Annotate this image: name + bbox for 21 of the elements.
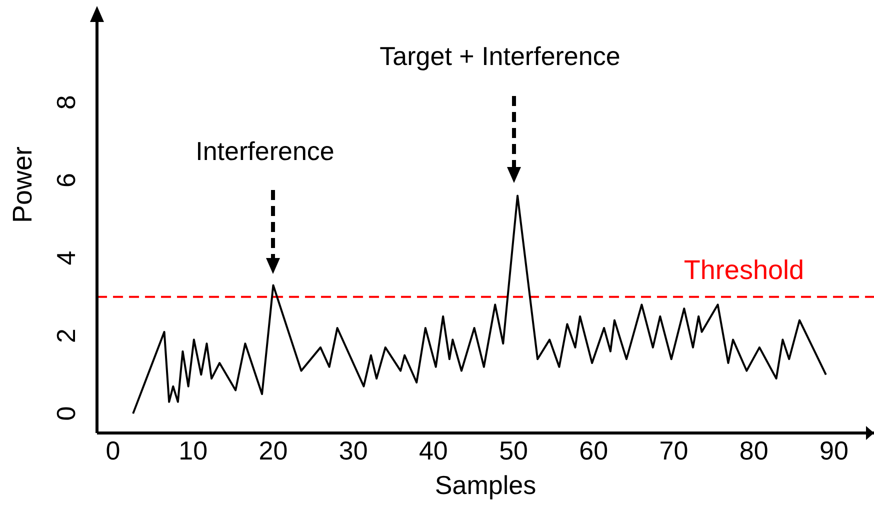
line-series [132, 194, 827, 415]
x-tick-label: 10 [178, 435, 208, 466]
x-tick-label: 50 [499, 435, 528, 466]
y-tick-label: 2 [51, 328, 81, 344]
annotation: Interference [196, 136, 334, 166]
y-tick-label: 8 [51, 95, 81, 110]
ref-line-label: Threshold [684, 254, 804, 285]
y-axis-title: Power [8, 146, 38, 223]
x-tick-label: 20 [258, 435, 288, 466]
x-tick-label: 60 [579, 435, 608, 466]
y-tick-label: 4 [51, 250, 81, 266]
y-tick-label: 6 [51, 172, 81, 188]
x-tick-label: 90 [819, 435, 848, 466]
x-tick-label: 30 [338, 435, 368, 466]
x-axis-title: Samples [434, 470, 536, 500]
x-tick-label: 70 [659, 435, 688, 466]
x-tick-label: 0 [106, 435, 120, 466]
x-tick-label: 40 [418, 435, 448, 466]
y-tick-label: 0 [51, 406, 81, 421]
annotation: Target + Interference [380, 41, 620, 71]
x-tick-label: 80 [739, 435, 768, 466]
